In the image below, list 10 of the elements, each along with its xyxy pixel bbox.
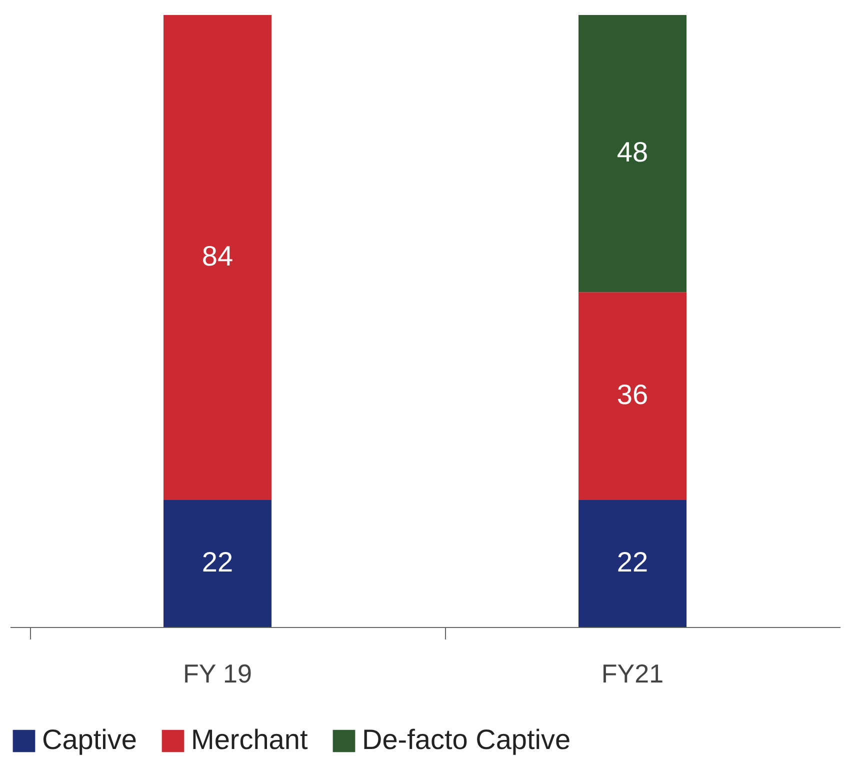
x-tick-label: FY 19 (183, 658, 252, 688)
legend-label: De-facto Captive (362, 724, 571, 755)
legend-label: Captive (42, 724, 137, 755)
legend-label: Merchant (191, 724, 308, 755)
data-label: 22 (202, 546, 234, 578)
data-label: 48 (616, 136, 648, 168)
data-label: 22 (616, 546, 648, 578)
data-label: 36 (616, 379, 648, 410)
data-label: 84 (202, 240, 234, 272)
x-tick-label: FY21 (601, 658, 664, 688)
